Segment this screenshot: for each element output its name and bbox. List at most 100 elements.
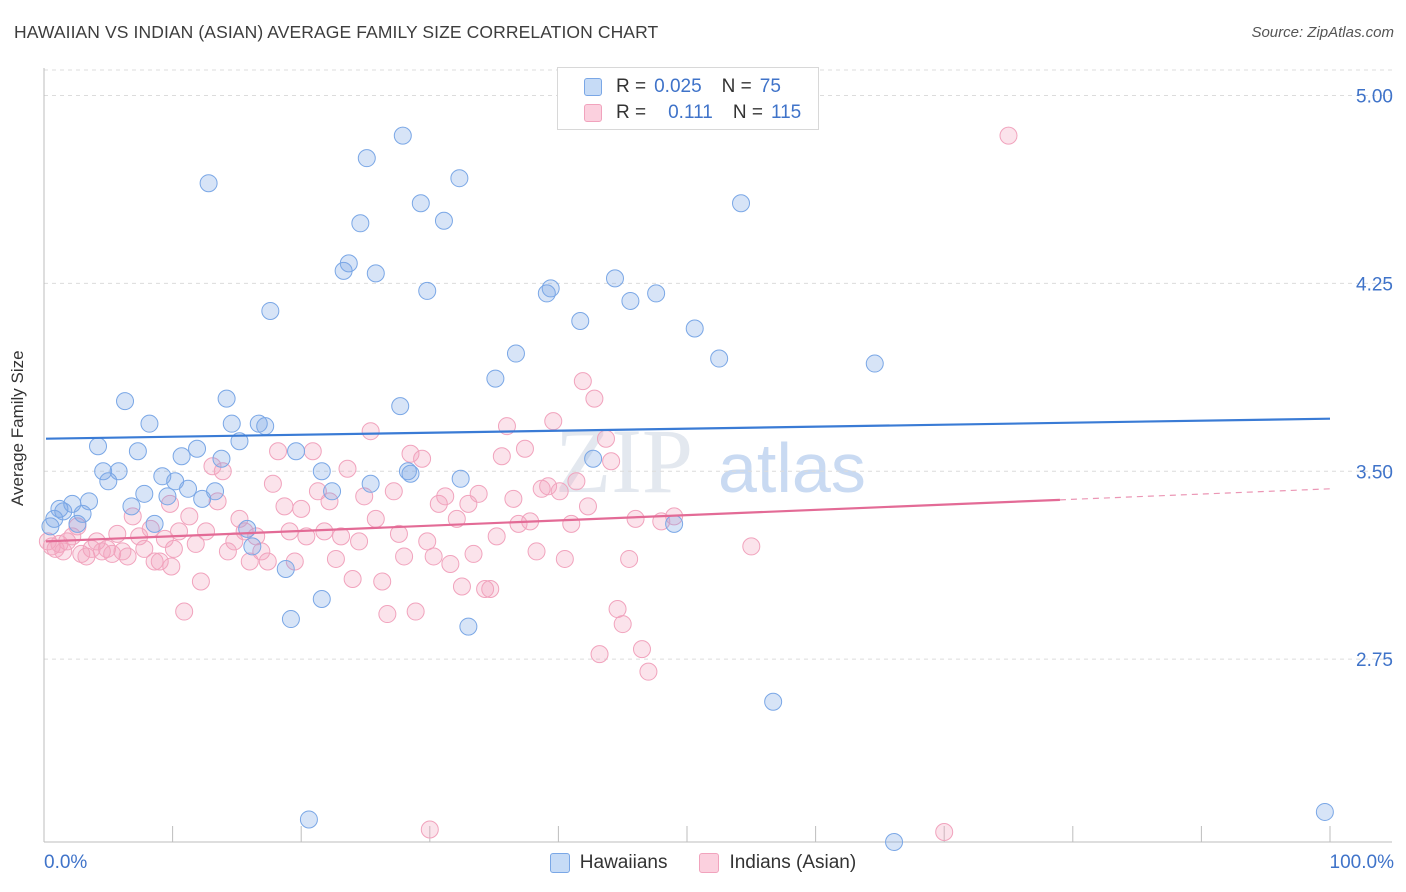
indians-point — [308, 482, 327, 501]
r-value: 0.025 — [654, 76, 702, 97]
indians-point — [332, 527, 351, 546]
y-tick-label: 2.75 — [1356, 650, 1393, 671]
hawaiians-point — [212, 449, 231, 468]
indians-point — [326, 549, 345, 568]
hawaiians-point — [45, 509, 64, 528]
hawaiians-legend-swatch — [549, 853, 570, 873]
indians-point — [258, 552, 277, 571]
indians-trend-line — [45, 498, 1060, 543]
indians-point — [297, 527, 316, 546]
indians-point — [343, 569, 362, 588]
hawaiians-point — [80, 492, 99, 511]
indians-point — [108, 524, 127, 543]
indians-point — [742, 537, 761, 556]
hawaiians-point — [351, 214, 370, 233]
indians-point — [98, 539, 117, 558]
n-value: 75 — [759, 76, 781, 97]
indians-point — [72, 544, 91, 563]
indians-point — [608, 600, 627, 619]
indians-point — [620, 549, 639, 568]
r-value: 0.111 — [668, 102, 713, 123]
indians-point — [464, 544, 483, 563]
indians-point — [436, 487, 455, 506]
indians-point — [578, 497, 597, 516]
indians-point — [384, 482, 403, 501]
indians-point — [103, 544, 122, 563]
hawaiians-point — [391, 397, 410, 416]
indians-point — [155, 529, 174, 548]
hawaiians-point — [401, 464, 420, 483]
hawaiians-point — [287, 442, 306, 461]
hawaiians-point — [665, 514, 684, 533]
n-label: N = — [721, 76, 752, 97]
hawaiians-point — [323, 482, 342, 501]
hawaiians-point — [312, 462, 331, 481]
indians-point — [626, 509, 645, 528]
hawaiians-point — [366, 264, 385, 283]
hawaiians-point — [865, 354, 884, 373]
hawaiians-point — [116, 392, 135, 411]
legend-item-hawaiians[interactable]: Hawaiians — [549, 852, 667, 874]
legend-item-indians[interactable]: Indians (Asian) — [699, 852, 856, 874]
indians-point — [590, 645, 609, 664]
hawaiians-point — [647, 284, 666, 303]
indians-point — [613, 615, 632, 634]
indians-point — [118, 547, 137, 566]
hawaiians-point — [145, 514, 164, 533]
indians-point — [418, 532, 437, 551]
indians-point — [373, 572, 392, 591]
indians-point — [424, 547, 443, 566]
indians-point — [550, 482, 569, 501]
chart-title: HAWAIIAN VS INDIAN (ASIAN) AVERAGE FAMIL… — [14, 22, 659, 42]
indians-point — [275, 497, 294, 516]
indians-point — [113, 542, 132, 561]
hawaiians-point — [486, 369, 505, 388]
indians-point — [315, 522, 334, 541]
indians-point — [469, 484, 488, 503]
r-label: R = — [616, 76, 647, 97]
indians-point — [596, 429, 615, 448]
hawaiians-point — [885, 833, 904, 851]
hawaiians-point — [206, 482, 225, 501]
indians-point — [527, 542, 546, 561]
indians-point — [203, 457, 222, 476]
hawaiians-trend-line — [45, 417, 1331, 440]
hawaiians-point — [199, 174, 218, 193]
indians-swatch — [584, 104, 602, 122]
indians-point — [476, 580, 495, 599]
indians-point — [515, 439, 534, 458]
hawaiians-point — [172, 447, 191, 466]
hawaiians-point — [418, 281, 437, 300]
indians-point — [135, 539, 154, 558]
hawaiians-point — [451, 469, 470, 488]
hawaiians-point — [398, 462, 417, 481]
hawaiians-point — [732, 194, 751, 213]
series-legend: Hawaiians Indians (Asian) — [0, 852, 1406, 874]
legend-label-indians: Indians (Asian) — [729, 852, 857, 873]
indians-point — [164, 539, 183, 558]
indians-point — [162, 557, 181, 576]
stats-legend: R = 0.025 N = 75 R = 0.111 N = 115 — [557, 67, 819, 130]
stats-row-indians: R = 0.111 N = 115 — [584, 101, 801, 125]
indians-point — [150, 552, 169, 571]
indians-point — [492, 447, 511, 466]
indians-point — [161, 494, 180, 513]
hawaiians-point — [685, 319, 704, 338]
indians-point — [303, 442, 322, 461]
hawaiians-point — [68, 514, 87, 533]
hawaiians-point — [122, 497, 141, 516]
indians-point — [350, 532, 369, 551]
x-axis-max-label: 100.0% — [1329, 852, 1394, 873]
indians-point — [87, 532, 106, 551]
indians-point — [338, 459, 357, 478]
hawaiians-point — [459, 617, 478, 636]
indians-point — [539, 477, 558, 496]
indians-point — [562, 514, 581, 533]
indians-point — [413, 449, 432, 468]
source-label: Source: ZipAtlas.com — [1251, 24, 1394, 41]
hawaiians-point — [281, 610, 300, 629]
indians-point — [92, 542, 111, 561]
hawaiians-point — [54, 502, 73, 521]
hawaiians-point — [94, 462, 113, 481]
